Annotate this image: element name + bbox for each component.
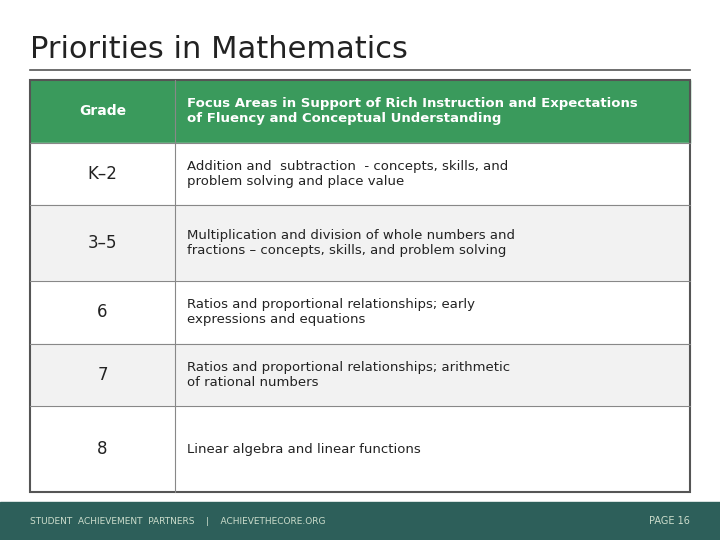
Text: STUDENT  ACHIEVEMENT  PARTNERS    |    ACHIEVETHECORE.ORG: STUDENT ACHIEVEMENT PARTNERS | ACHIEVETH… (30, 516, 325, 525)
Text: Multiplication and division of whole numbers and
fractions – concepts, skills, a: Multiplication and division of whole num… (187, 229, 516, 257)
Text: 8: 8 (97, 440, 108, 458)
Bar (0, 502, 720, 540)
Bar (175, 205, 690, 281)
Bar (175, 343, 690, 406)
Bar (175, 406, 690, 492)
Bar (30, 80, 175, 143)
Bar (175, 80, 690, 143)
Text: Addition and  subtraction  - concepts, skills, and
problem solving and place val: Addition and subtraction - concepts, ski… (187, 160, 508, 188)
Bar (30, 205, 175, 281)
Text: Ratios and proportional relationships; arithmetic
of rational numbers: Ratios and proportional relationships; a… (187, 361, 510, 389)
Text: Focus Areas in Support of Rich Instruction and Expectations
of Fluency and Conce: Focus Areas in Support of Rich Instructi… (187, 97, 638, 125)
Text: 3–5: 3–5 (88, 234, 117, 252)
Bar (30, 343, 175, 406)
Text: Grade: Grade (79, 104, 126, 118)
Bar (30, 281, 175, 343)
Text: 6: 6 (97, 303, 108, 321)
Text: 7: 7 (97, 366, 108, 384)
Bar (30, 406, 175, 492)
Text: Priorities in Mathematics: Priorities in Mathematics (30, 35, 408, 64)
Text: PAGE 16: PAGE 16 (649, 516, 690, 526)
Bar (30, 80, 690, 492)
Text: K–2: K–2 (88, 165, 117, 183)
Bar (30, 143, 175, 205)
Text: Ratios and proportional relationships; early
expressions and equations: Ratios and proportional relationships; e… (187, 298, 475, 326)
Text: Linear algebra and linear functions: Linear algebra and linear functions (187, 443, 421, 456)
Bar (175, 143, 690, 205)
Bar (175, 281, 690, 343)
